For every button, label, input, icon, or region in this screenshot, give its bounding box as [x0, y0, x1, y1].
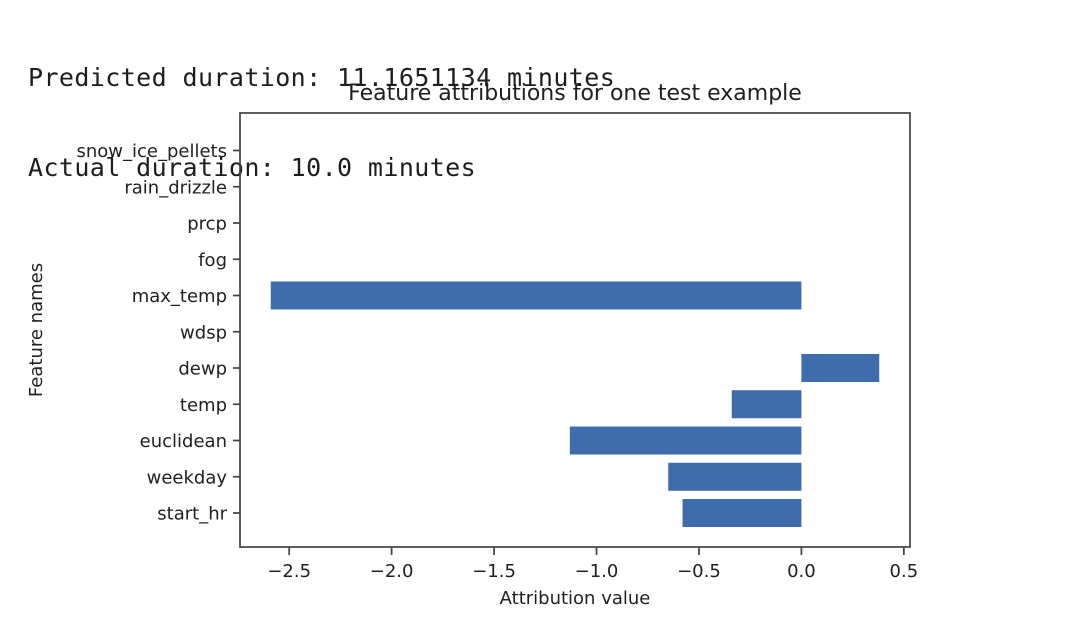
ytick-label-wdsp: wdsp: [180, 322, 227, 343]
ytick-label-rain_drizzle: rain_drizzle: [124, 177, 227, 198]
actual-duration-line: Actual duration: 10.0 minutes: [28, 153, 477, 182]
stdout-text: Predicted duration: 11.1651134 minutes A…: [28, 3, 615, 213]
ytick-label-prcp: prcp: [187, 214, 227, 235]
xtick-label: −0.5: [677, 561, 721, 582]
predicted-duration-line: Predicted duration: 11.1651134 minutes: [28, 63, 616, 92]
attribution-bar-dewp: [801, 354, 880, 382]
xtick-label: 0.5: [890, 561, 919, 582]
xtick-label: −2.0: [370, 561, 414, 582]
axes-spines: [239, 112, 911, 548]
xtick-label: 0.0: [787, 561, 816, 582]
chart-title: Feature attributions for one test exampl…: [348, 81, 802, 106]
attribution-bar-max_temp: [270, 281, 802, 310]
ytick-label-dewp: dewp: [178, 359, 227, 380]
xtick-label: −1.5: [472, 561, 516, 582]
axes-group: −2.5 −2.0 −1.5 −1.0 −0.5 0.0 0.5 snow_ice_pelle…: [76, 112, 919, 582]
attribution-bar-start_hr: [682, 499, 802, 527]
x-axis-label: Attribution value: [500, 588, 651, 609]
ytick-label-max_temp: max_temp: [132, 286, 227, 307]
y-axis-label: Feature names: [26, 263, 47, 397]
ytick-label-snow_ice_pellets: snow_ice_pellets: [76, 141, 227, 162]
ytick-label-weekday: weekday: [147, 467, 228, 488]
ytick-label-euclidean: euclidean: [140, 431, 227, 452]
attribution-bar-temp: [731, 390, 802, 419]
ytick-label-temp: temp: [180, 395, 227, 416]
attribution-bar-euclidean: [569, 426, 802, 455]
xtick-label: −1.0: [575, 561, 619, 582]
ytick-label-start_hr: start_hr: [157, 504, 227, 525]
xtick-label: −2.5: [267, 561, 311, 582]
bars-group: [270, 281, 880, 527]
ytick-label-fog: fog: [198, 250, 227, 271]
attribution-bar-weekday: [668, 462, 802, 491]
